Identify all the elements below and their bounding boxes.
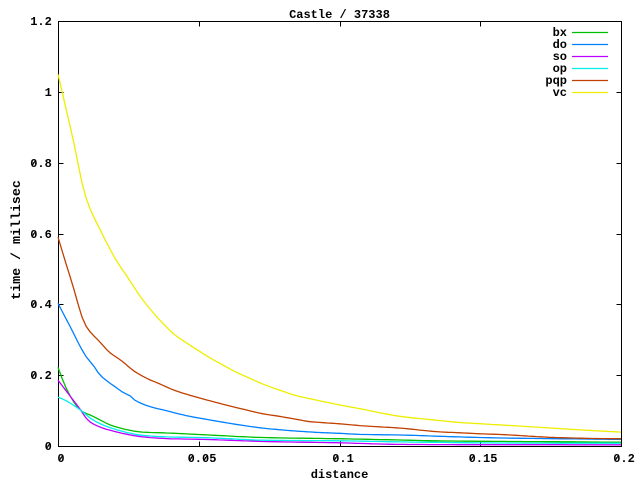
- svg-text:0.05: 0.05: [188, 452, 217, 466]
- svg-text:bx: bx: [553, 26, 567, 40]
- svg-text:0: 0: [57, 452, 64, 466]
- svg-text:do: do: [553, 38, 567, 52]
- svg-text:distance: distance: [311, 468, 369, 480]
- svg-text:Castle / 37338: Castle / 37338: [289, 8, 390, 22]
- svg-text:1.2: 1.2: [30, 15, 52, 29]
- svg-text:op: op: [553, 62, 567, 76]
- svg-text:0: 0: [45, 440, 52, 454]
- svg-text:so: so: [553, 50, 567, 64]
- svg-text:pqp: pqp: [545, 74, 567, 88]
- svg-text:1: 1: [45, 86, 52, 100]
- svg-text:vc: vc: [553, 86, 567, 100]
- svg-text:0.15: 0.15: [469, 452, 498, 466]
- svg-text:time / millisec: time / millisec: [9, 180, 24, 300]
